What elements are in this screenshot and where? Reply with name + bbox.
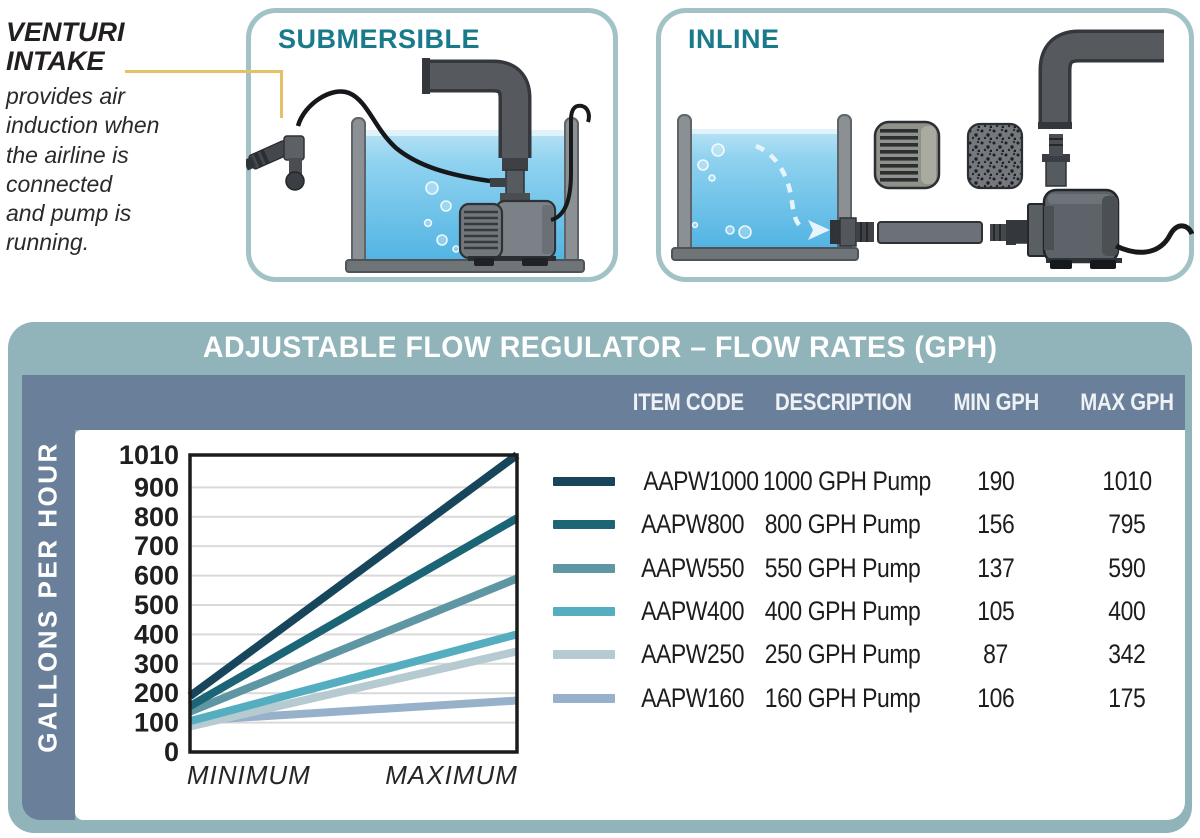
table-row: AAPW1000 1000 GPH Pump 190 1010: [553, 460, 1200, 503]
inline-pump-illustration: [1014, 188, 1122, 269]
table-row: AAPW550 550 GPH Pump 137 590: [553, 547, 1200, 590]
column-header-band: [22, 375, 1185, 430]
column-header-max-gph: MAX GPH: [1080, 388, 1174, 416]
description-cell: 160 GPH Pump: [765, 682, 921, 713]
flow-rates-card: ADJUSTABLE FLOW REGULATOR – FLOW RATES (…: [8, 322, 1192, 833]
svg-text:100: 100: [134, 708, 179, 738]
venturi-callout-heading: VENTURI INTAKE: [6, 17, 125, 76]
tank: [671, 114, 859, 261]
inline-panel-title: INLINE: [688, 24, 780, 54]
max-gph-cell: 400: [1108, 596, 1146, 627]
max-gph-cell: 342: [1108, 639, 1146, 670]
column-header-item-code: ITEM CODE: [632, 388, 744, 416]
tank-water: [691, 129, 838, 248]
description-cell: 800 GPH Pump: [765, 509, 921, 540]
min-gph-cell: 105: [977, 596, 1015, 627]
max-gph-cell: 1010: [1102, 466, 1152, 497]
table-column-headers: ITEM CODE DESCRIPTION MIN GPH MAX GPH: [553, 375, 1200, 430]
submersible-panel-title: SUBMERSIBLE: [278, 24, 481, 54]
outlet-pipe: [1038, 29, 1164, 129]
series-color-swatch: [553, 607, 615, 617]
column-header-description: DESCRIPTION: [774, 388, 912, 416]
table-row: AAPW400 400 GPH Pump 105 400: [553, 590, 1200, 633]
min-gph-cell: 137: [977, 552, 1015, 583]
min-gph-cell: 106: [977, 682, 1015, 713]
description-cell: 1000 GPH Pump: [762, 466, 931, 497]
item-code-cell: AAPW400: [641, 596, 745, 627]
item-code-cell: AAPW1000: [643, 466, 759, 497]
description-cell: 550 GPH Pump: [765, 552, 921, 583]
air-bubbles: [691, 143, 752, 239]
max-gph-cell: 590: [1108, 552, 1146, 583]
inline-panel: INLINE: [656, 8, 1194, 282]
svg-text:MAXIMUM: MAXIMUM: [385, 760, 518, 790]
svg-text:600: 600: [134, 561, 179, 591]
table-row: AAPW800 800 GPH Pump 156 795: [553, 503, 1200, 546]
foam-prefilter: [966, 122, 1024, 190]
flow-rates-card-title: ADJUSTABLE FLOW REGULATOR – FLOW RATES (…: [202, 331, 998, 364]
venturi-callout-body: provides air induction when the airline …: [6, 83, 160, 256]
item-code-cell: AAPW250: [641, 639, 745, 670]
series-color-swatch: [553, 520, 615, 530]
tank-water: [365, 130, 565, 261]
bulkhead-fitting: [830, 217, 874, 247]
submersible-pump-illustration: [458, 199, 557, 266]
flow-table-rows: AAPW1000 1000 GPH Pump 190 1010 AAPW800 …: [553, 460, 1200, 720]
tank: [345, 117, 585, 273]
max-gph-cell: 175: [1108, 682, 1146, 713]
callout-connector-line: [280, 70, 283, 118]
svg-text:900: 900: [134, 472, 179, 502]
outlet-barb-fitting: [1042, 134, 1070, 187]
svg-text:400: 400: [134, 619, 179, 649]
min-gph-cell: 156: [977, 509, 1015, 540]
svg-text:500: 500: [134, 590, 179, 620]
column-header-min-gph: MIN GPH: [953, 388, 1039, 416]
table-row: AAPW160 160 GPH Pump 106 175: [553, 676, 1200, 719]
power-cord: [1114, 223, 1194, 255]
description-cell: 250 GPH Pump: [765, 639, 921, 670]
pump-outlet-fitting: [490, 158, 530, 201]
y-axis-label: GALLONS PER HOUR: [32, 441, 63, 753]
series-color-swatch: [553, 693, 615, 703]
power-cord: [550, 103, 591, 222]
table-row: AAPW250 250 GPH Pump 87 342: [553, 633, 1200, 676]
callout-connector-line: [125, 70, 283, 73]
outlet-pipe: [422, 58, 532, 158]
item-code-cell: AAPW800: [641, 509, 745, 540]
connecting-tube: [877, 221, 983, 244]
item-code-cell: AAPW160: [641, 682, 745, 713]
venturi-callout: VENTURI INTAKE provides air induction wh…: [6, 18, 244, 257]
svg-text:200: 200: [134, 678, 179, 708]
series-color-swatch: [553, 650, 615, 660]
max-gph-cell: 795: [1108, 509, 1146, 540]
submersible-panel: SUBMERSIBLE: [246, 8, 618, 282]
series-color-swatch: [553, 563, 615, 573]
min-gph-cell: 87: [983, 639, 1009, 670]
venturi-intake-fitting: [246, 135, 305, 191]
water-flow-arrow: [755, 143, 830, 240]
min-gph-cell: 190: [977, 466, 1015, 497]
air-bubbles: [423, 181, 460, 253]
series-color-swatch: [553, 477, 615, 487]
flow-rate-chart: 0 100 200 300 400 500 600 700 800 900 1010 MINIMUM M…: [80, 438, 540, 804]
airline-tube: [295, 89, 491, 184]
y-axis-label-strip: [22, 375, 75, 820]
description-cell: 400 GPH Pump: [765, 596, 921, 627]
svg-text:MINIMUM: MINIMUM: [187, 760, 311, 790]
svg-text:1010: 1010: [119, 440, 179, 470]
svg-text:0: 0: [164, 737, 179, 767]
item-code-cell: AAPW550: [641, 552, 745, 583]
svg-text:800: 800: [134, 502, 179, 532]
strainer-cover: [873, 120, 941, 190]
inlet-barb-fitting: [990, 220, 1029, 245]
svg-text:700: 700: [134, 531, 179, 561]
svg-text:300: 300: [134, 649, 179, 679]
